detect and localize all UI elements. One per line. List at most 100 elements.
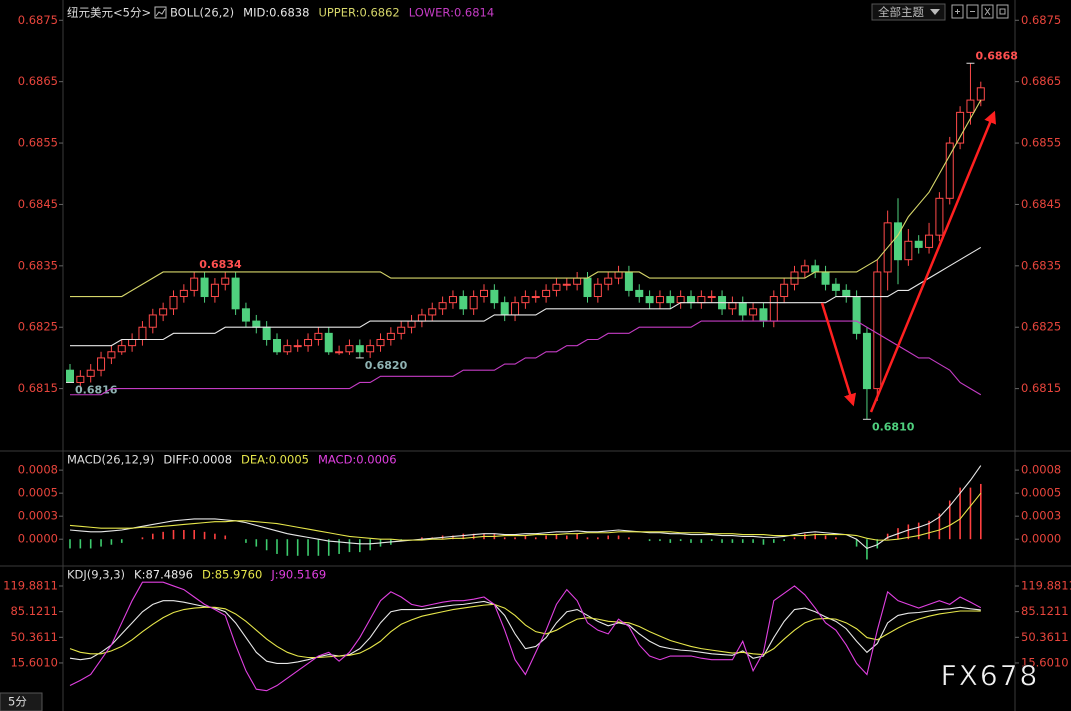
indicator-line — [70, 320, 982, 396]
theme-dropdown[interactable]: 全部主题 — [871, 3, 946, 21]
candle-body — [355, 345, 364, 353]
watermark: FX678 — [941, 659, 1040, 692]
candle-body — [314, 332, 323, 341]
candle-body — [459, 296, 468, 310]
candle-body — [179, 289, 188, 298]
y-tick-label: 0.6835 — [1021, 258, 1061, 272]
candle-body — [397, 326, 406, 334]
y-tick-label: 0.0000 — [1021, 532, 1061, 546]
y-tick-label: 85.1211 — [1021, 604, 1069, 618]
y-tick-label: 0.0008 — [1021, 463, 1061, 477]
candle-body — [604, 277, 613, 285]
indicator-label: MACD(26,12,9) — [67, 453, 154, 467]
trend-arrow — [820, 302, 857, 407]
candle-body — [904, 240, 913, 261]
candle-body — [138, 326, 147, 341]
candle-body — [273, 339, 281, 353]
candle-body — [480, 289, 488, 298]
toolbar-icon[interactable] — [966, 4, 979, 19]
candle-body — [221, 277, 230, 285]
y-tick-label: 85.1211 — [10, 604, 58, 618]
y-tick-label: 0.6825 — [1021, 320, 1061, 334]
candle-body — [117, 345, 126, 353]
candle-body — [407, 320, 416, 328]
dropdown-box[interactable] — [871, 3, 946, 21]
candle-body — [97, 357, 106, 371]
plot-area: 0.6875 0.6875 0.6865 0.6865 0.6855 0.6855 0.68… — [3, 6, 1071, 692]
y-tick-label: 15.6010 — [1021, 655, 1069, 669]
candle-body — [728, 302, 737, 310]
indicator-icon — [154, 6, 167, 19]
y-tick-label: 0.0000 — [18, 532, 58, 546]
y-tick-label: 15.6010 — [10, 655, 58, 669]
legend-entry: K:87.4896 — [134, 568, 193, 582]
dropdown-label[interactable]: 全部主题 — [878, 5, 924, 19]
candle-body — [738, 302, 747, 316]
candle-body — [438, 302, 447, 310]
candle-body — [148, 314, 157, 328]
candle-body — [511, 302, 520, 316]
extreme-label: 0.6816 — [75, 383, 118, 396]
candle-body — [624, 271, 633, 291]
candle-body — [749, 308, 758, 316]
candle-body — [645, 296, 654, 304]
symbol-label: 纽元美元<5分> — [67, 6, 151, 20]
y-tick-label: 119.8811 — [1021, 579, 1071, 593]
candle-body — [231, 277, 240, 310]
candle-body — [894, 222, 902, 261]
y-tick-label: 0.0008 — [18, 463, 58, 477]
candle-body — [252, 320, 261, 328]
candle-body — [428, 308, 437, 316]
y-tick-label: 0.0003 — [18, 509, 58, 523]
toolbar-icon[interactable] — [981, 4, 994, 19]
candle-body — [190, 277, 199, 291]
candle-body — [614, 271, 623, 279]
candle-body — [956, 111, 965, 144]
candle-body — [469, 296, 478, 310]
toolbar-icon-glyph — [999, 8, 1006, 15]
candle-body — [76, 375, 85, 383]
indicator-line — [70, 99, 982, 298]
period-label[interactable]: 5分 — [8, 695, 27, 709]
candle-body — [86, 369, 95, 377]
candle-body — [345, 345, 354, 353]
candle-body — [914, 240, 923, 248]
toolbar-icon-glyph — [955, 9, 960, 14]
y-tick-label: 50.3611 — [1021, 630, 1069, 644]
extreme-label: 0.6810 — [872, 420, 915, 433]
y-tick-label: 0.6865 — [18, 74, 58, 88]
y-tick-label: 50.3611 — [10, 630, 58, 644]
candle-body — [66, 369, 74, 383]
candle-body — [366, 345, 375, 353]
candle-body — [386, 332, 395, 341]
toolbar-icon[interactable] — [996, 4, 1009, 19]
dropdown-arrow[interactable] — [930, 9, 940, 15]
candle-body — [676, 296, 685, 304]
toolbar-icon[interactable] — [951, 4, 964, 19]
candle-body — [966, 99, 975, 113]
candle-body — [759, 308, 768, 322]
indicator-line — [69, 603, 981, 659]
candle-body — [862, 332, 871, 390]
candle-body — [593, 283, 602, 298]
indicator-line — [70, 246, 982, 347]
extreme-label: 0.6820 — [365, 359, 408, 372]
candle-body — [500, 302, 509, 316]
y-tick-label: 0.0005 — [1021, 486, 1061, 500]
candle-body — [976, 87, 985, 101]
y-tick-label: 0.6855 — [18, 136, 58, 150]
candle-body — [542, 289, 551, 298]
candle-body — [573, 277, 582, 285]
indicator-label: BOLL(26,2) — [170, 6, 234, 20]
y-tick-label: 0.6845 — [18, 197, 58, 211]
y-tick-label: 0.0005 — [18, 486, 58, 500]
y-tick-label: 0.6875 — [18, 13, 58, 27]
candle-body — [935, 197, 944, 236]
indicator-line — [69, 465, 982, 550]
period-box[interactable] — [0, 692, 43, 711]
y-tick-label: 0.6855 — [1021, 136, 1061, 150]
candle-body — [262, 326, 271, 341]
